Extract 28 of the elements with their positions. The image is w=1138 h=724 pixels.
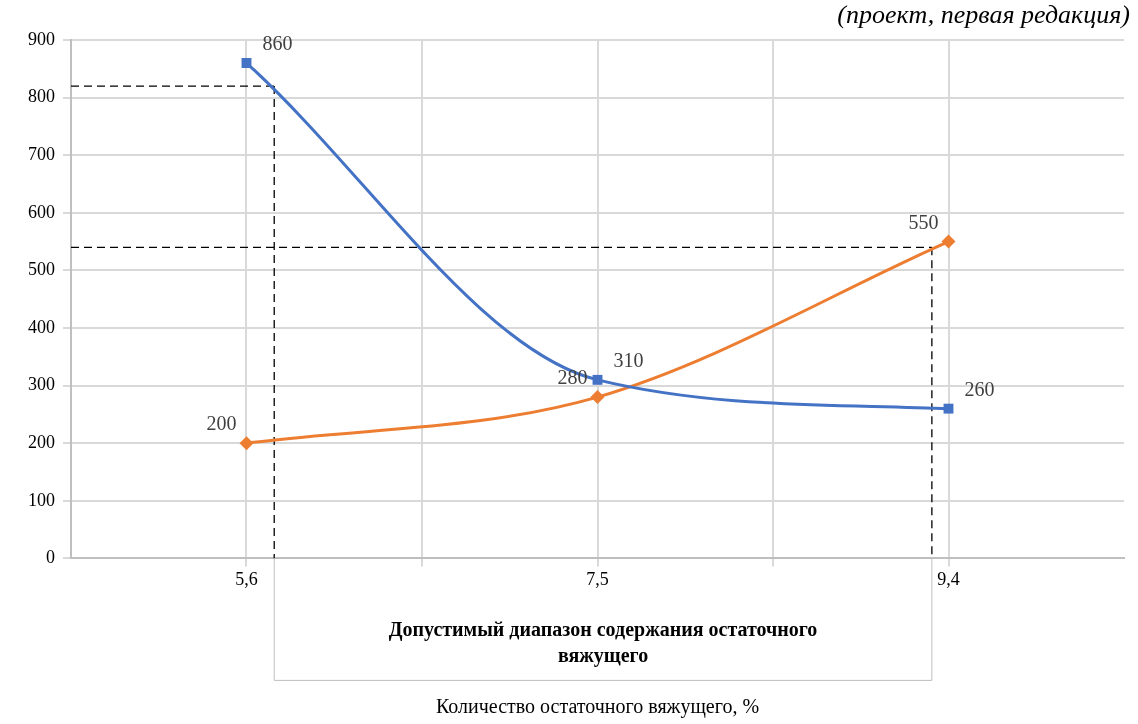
point bbox=[241, 58, 252, 68]
y-tick-label: 200 bbox=[28, 431, 55, 452]
data-label: 200 bbox=[206, 412, 237, 435]
data-label: 550 bbox=[908, 210, 939, 233]
y-tick-label: 300 bbox=[28, 374, 55, 395]
data-label: 280 bbox=[557, 366, 588, 389]
point bbox=[592, 374, 603, 385]
point bbox=[943, 403, 954, 414]
y-tick-label: 900 bbox=[28, 28, 55, 49]
data-label: 310 bbox=[613, 349, 644, 372]
point bbox=[941, 234, 956, 249]
text: (проект, первая редакция) bbox=[837, 0, 1130, 30]
y-tick-label: 600 bbox=[28, 201, 55, 222]
point bbox=[239, 436, 254, 451]
x-tick-label: 5,6 bbox=[235, 568, 258, 589]
y-tick-label: 0 bbox=[46, 547, 55, 568]
text: Количество остаточного вяжущего, % bbox=[435, 695, 760, 719]
point bbox=[590, 390, 605, 405]
data-label: 260 bbox=[964, 377, 995, 400]
x-tick-label: 7,5 bbox=[586, 568, 609, 589]
y-tick-label: 100 bbox=[28, 489, 55, 510]
y-tick-label: 400 bbox=[28, 316, 55, 337]
y-tick-label: 800 bbox=[28, 86, 55, 107]
y-tick-label: 700 bbox=[28, 143, 55, 164]
y-tick-label: 500 bbox=[28, 259, 55, 280]
text: Допустимый диапазон содержания остаточного вяжущего bbox=[388, 617, 818, 667]
data-label: 860 bbox=[262, 32, 293, 55]
x-tick-label: 9,4 bbox=[937, 568, 960, 589]
